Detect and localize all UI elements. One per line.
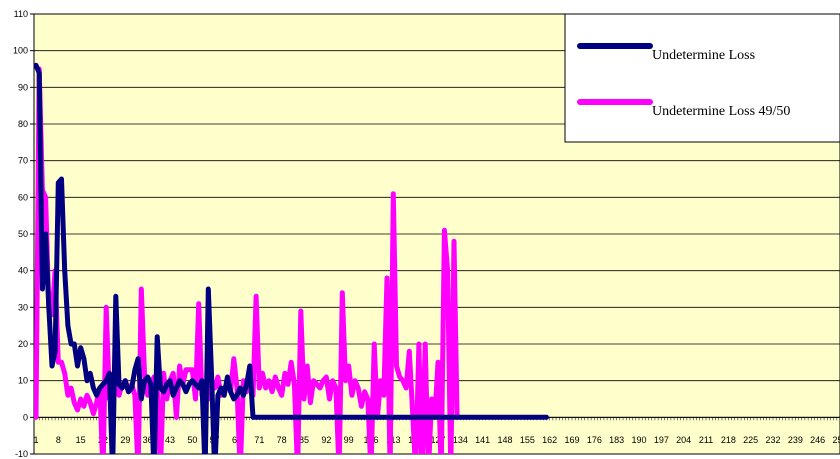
x-tick-label: 15 <box>76 435 86 445</box>
x-tick-label: 29 <box>120 435 130 445</box>
x-tick-label: 50 <box>187 435 197 445</box>
x-tick-label: 141 <box>475 435 490 445</box>
series-line-0 <box>34 62 549 454</box>
x-tick-label: 148 <box>497 435 512 445</box>
y-tick-label: 0 <box>23 412 28 422</box>
legend-label-1: Undetermine Loss 49/50 <box>652 104 790 119</box>
legend: Undetermine Loss Undetermine Loss 49/50 <box>564 13 840 143</box>
y-tick-label: 30 <box>18 302 28 312</box>
x-tick-label: 1 <box>33 435 38 445</box>
legend-label-0: Undetermine Loss <box>652 48 755 63</box>
x-tick-label: 155 <box>520 435 535 445</box>
x-tick-label: 134 <box>453 435 468 445</box>
y-tick-label: 90 <box>18 82 28 92</box>
y-tick-label: 60 <box>18 192 28 202</box>
y-tick-label: -10 <box>15 449 28 459</box>
x-tick-label: 232 <box>765 435 780 445</box>
x-tick-label: 204 <box>676 435 691 445</box>
y-tick-label: 80 <box>18 119 28 129</box>
x-tick-label: 225 <box>743 435 758 445</box>
series-lines <box>34 62 549 454</box>
x-tick-label: 176 <box>587 435 602 445</box>
x-tick-label: 183 <box>609 435 624 445</box>
x-tick-label: 211 <box>699 435 713 445</box>
x-tick-label: 162 <box>542 435 557 445</box>
y-tick-label: 110 <box>14 9 28 19</box>
x-tick-label: 113 <box>386 435 400 445</box>
x-tick-label: 253 <box>832 435 840 445</box>
x-tick-label: 71 <box>254 435 264 445</box>
x-tick-label: 197 <box>654 435 669 445</box>
x-tick-label: 239 <box>788 435 803 445</box>
y-tick-label: 50 <box>18 229 28 239</box>
x-tick-label: 92 <box>321 435 331 445</box>
x-tick-label: 36 <box>143 435 153 445</box>
x-tick-label: 8 <box>56 435 61 445</box>
y-tick-label: 40 <box>18 266 28 276</box>
y-tick-label: 100 <box>13 46 28 56</box>
x-tick-label: 99 <box>344 435 354 445</box>
x-tick-label: 43 <box>165 435 175 445</box>
y-tick-label: 10 <box>18 376 28 386</box>
x-tick-label: 78 <box>277 435 287 445</box>
y-tick-label: 20 <box>18 339 28 349</box>
x-tick-label: 246 <box>810 435 825 445</box>
legend-box <box>564 13 840 143</box>
x-tick-label: 85 <box>299 435 309 445</box>
y-tick-label: 70 <box>18 156 28 166</box>
x-tick-label: 169 <box>564 435 579 445</box>
x-tick-label: 190 <box>631 435 646 445</box>
x-tick-label: 218 <box>721 435 736 445</box>
